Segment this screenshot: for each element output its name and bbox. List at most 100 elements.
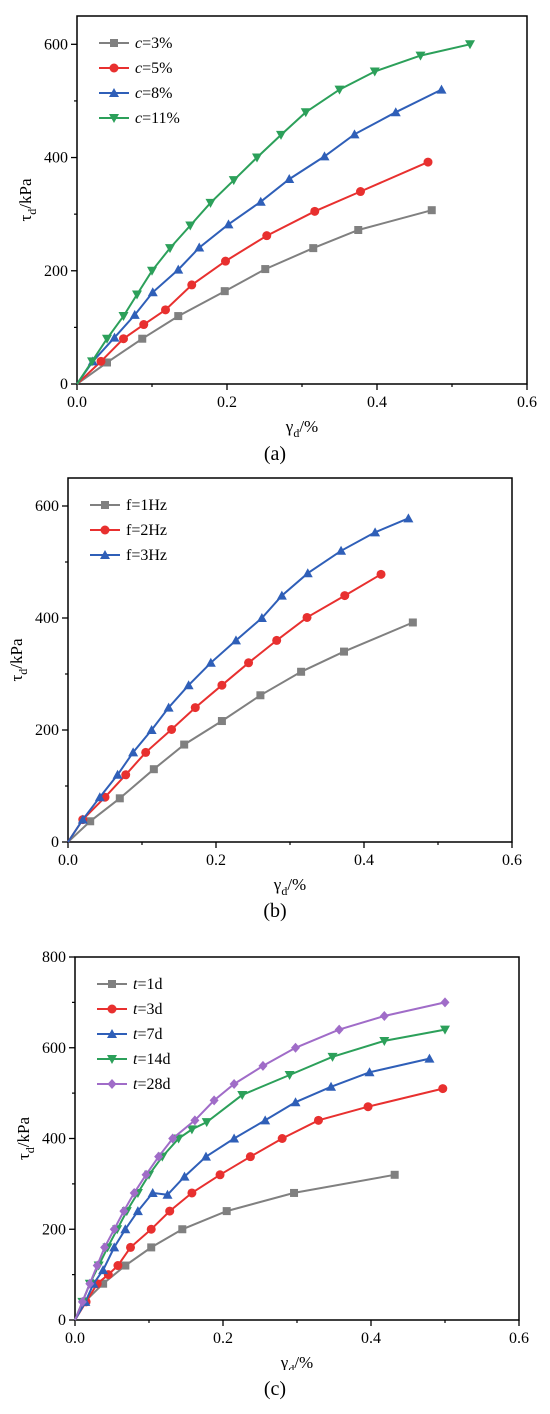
data-point <box>168 1133 178 1144</box>
legend: t=1d t=3d t=7d t=14d t=28d <box>97 976 170 1093</box>
data-point <box>334 85 345 95</box>
data-point <box>223 219 234 229</box>
data-point <box>465 40 475 50</box>
data-point <box>217 680 227 690</box>
legend-swatch-marker <box>100 550 110 559</box>
legend-entry-label: c=3% <box>135 35 172 52</box>
data-point <box>256 613 267 622</box>
data-point <box>119 1206 129 1217</box>
data-point <box>190 1115 200 1126</box>
x-tick-label: 0.4 <box>367 394 387 411</box>
data-point <box>215 1170 225 1180</box>
data-point <box>100 1242 110 1253</box>
chart-c-caption: (c) <box>263 1378 287 1400</box>
legend-swatch-marker <box>109 114 119 123</box>
data-point <box>205 657 216 667</box>
data-point <box>237 1090 248 1100</box>
series-t-1d <box>74 1170 399 1321</box>
data-point <box>162 1189 173 1199</box>
series-line <box>74 1173 395 1321</box>
data-point <box>326 1081 337 1091</box>
data-point <box>379 1036 390 1046</box>
data-point <box>327 1052 338 1062</box>
chart-b-svg: 0.0 0.2 0.4 0.6 0 200 400 600 γd/% τd/kPa f=1Hz f=2… <box>7 477 522 895</box>
data-point <box>96 356 106 366</box>
legend-entry-label: f=2Hz <box>126 522 167 539</box>
data-point <box>77 814 88 824</box>
legend-entry-label: t=1d <box>133 976 162 993</box>
y-tick-label: 600 <box>42 1040 66 1057</box>
data-point <box>109 1242 120 1252</box>
legend-swatch-marker <box>109 88 119 97</box>
x-tick-label: 0.0 <box>65 1330 85 1347</box>
data-point <box>147 266 157 276</box>
data-point <box>86 817 95 826</box>
data-point <box>379 1010 389 1021</box>
data-point <box>297 667 306 676</box>
data-point <box>438 1084 448 1094</box>
data-point <box>187 1188 197 1198</box>
series-c-11- <box>76 40 475 385</box>
data-point <box>200 1151 211 1161</box>
x-tick-label: 0.2 <box>213 1330 233 1347</box>
data-point <box>180 740 189 749</box>
legend-entry-label: c=8% <box>135 85 172 102</box>
data-point <box>99 1279 108 1288</box>
legend: f=1Hz f=2Hz f=3Hz <box>90 497 167 564</box>
data-point <box>276 130 286 140</box>
legend-swatch-marker <box>100 525 110 535</box>
data-point <box>186 1125 197 1135</box>
y-tick-label: 200 <box>42 1221 66 1238</box>
data-point <box>272 635 282 645</box>
chart-a-caption: (a) <box>263 443 287 465</box>
data-point <box>423 157 433 167</box>
data-point <box>262 231 272 241</box>
data-point <box>118 312 129 322</box>
y-tick-label: 200 <box>35 722 59 739</box>
legend-swatch-marker <box>101 501 109 509</box>
data-point <box>313 1115 323 1125</box>
data-point <box>302 612 312 622</box>
data-point <box>98 1265 109 1275</box>
chart-panel-a: 0.0 0.2 0.4 0.6 0 200 400 600 γd/% τd/kPa c=3% c=5%… <box>0 0 550 475</box>
data-point <box>284 1070 295 1080</box>
x-tick-label: 0.4 <box>354 852 374 869</box>
data-point <box>302 568 313 578</box>
data-point <box>310 206 320 216</box>
data-point <box>190 703 200 713</box>
y-tick-label: 0 <box>60 376 68 393</box>
series-t-7d <box>74 1053 435 1321</box>
data-point <box>146 725 157 734</box>
data-point <box>300 108 311 118</box>
data-point <box>354 226 363 235</box>
data-point <box>364 1067 375 1077</box>
data-point <box>309 244 318 253</box>
data-point <box>340 647 349 656</box>
legend-swatch-marker <box>107 1004 117 1014</box>
x-tick-label: 0.0 <box>67 394 87 411</box>
x-tick-label: 0.2 <box>217 394 237 411</box>
data-point <box>139 320 149 330</box>
data-point <box>440 1025 450 1035</box>
series-line <box>74 1001 446 1321</box>
data-point <box>109 1224 119 1235</box>
data-point <box>229 1133 240 1143</box>
data-point <box>424 1053 435 1063</box>
data-point <box>336 545 347 555</box>
series-c-3- <box>76 206 436 385</box>
y-tick-label: 600 <box>44 36 68 53</box>
data-point <box>92 1260 102 1271</box>
y-tick-label: 400 <box>42 1131 66 1148</box>
series-f-2hz <box>67 569 386 843</box>
data-point <box>228 176 239 186</box>
legend-entry-label: t=28d <box>133 1076 170 1093</box>
data-point <box>165 1206 175 1216</box>
x-tick-label: 0.6 <box>517 394 537 411</box>
data-point <box>163 702 174 712</box>
data-point <box>356 187 365 197</box>
data-point <box>369 67 380 77</box>
data-point <box>87 357 97 367</box>
data-point <box>255 196 266 206</box>
data-point <box>147 1243 156 1252</box>
data-point <box>138 334 147 343</box>
